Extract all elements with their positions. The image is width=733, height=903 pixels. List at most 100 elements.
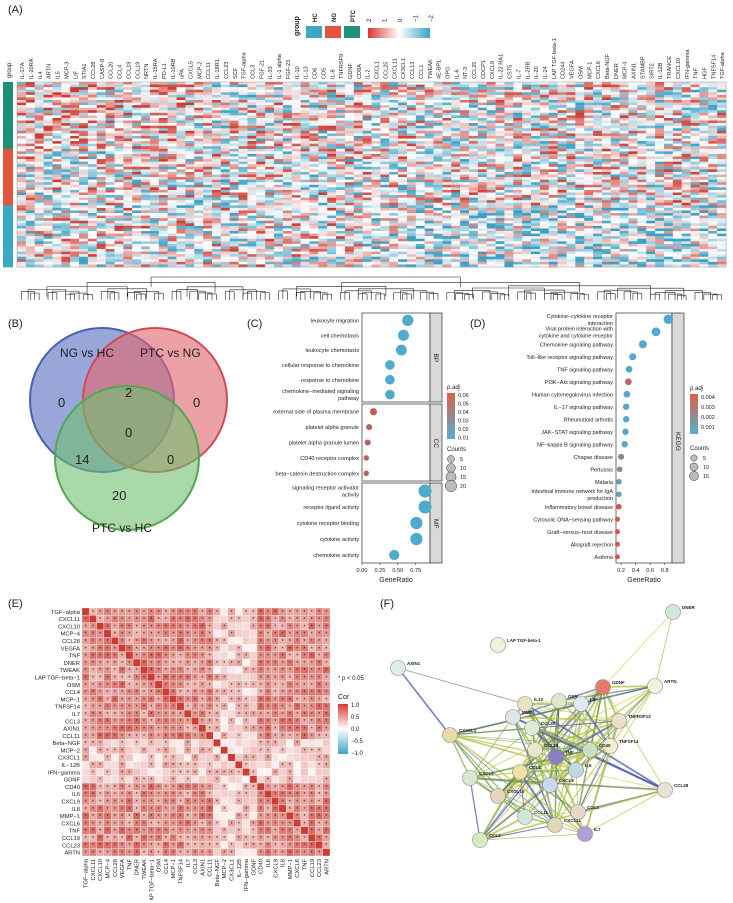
heatmap-cell — [681, 135, 691, 139]
heatmap-cell — [531, 218, 541, 222]
heatmap-cell — [309, 92, 319, 96]
heatmap-cell — [256, 107, 266, 111]
heatmap-cell — [398, 166, 408, 170]
heatmap-cell — [238, 133, 248, 137]
heatmap-cell — [43, 143, 53, 147]
heatmap-cell — [646, 164, 656, 168]
heatmap-cell — [25, 120, 36, 124]
heatmap-cell — [87, 97, 98, 101]
heatmap-cell — [406, 197, 417, 201]
heatmap-cell — [114, 171, 124, 175]
heatmap-cell — [575, 161, 585, 165]
heatmap-cell — [522, 169, 532, 173]
heatmap-cell — [229, 205, 239, 209]
heatmap-cell — [655, 215, 665, 219]
heatmap-cell — [167, 84, 177, 88]
heatmap-cell — [539, 120, 550, 124]
heatmap-cell — [34, 125, 44, 129]
heatmap-cell — [531, 179, 541, 183]
heatmap-cell — [70, 177, 80, 180]
heatmap-cell — [52, 125, 62, 129]
heatmap-cell — [344, 210, 355, 214]
heatmap-cell — [336, 82, 346, 85]
heatmap-cell — [424, 87, 434, 91]
heatmap-cell — [672, 166, 682, 170]
heatmap-cell — [238, 105, 248, 108]
heatmap-cell — [185, 128, 195, 132]
heatmap-cell — [610, 84, 620, 88]
heatmap-cell — [690, 202, 700, 206]
heatmap-cell — [433, 84, 443, 88]
heatmap-cell — [274, 94, 284, 98]
heatmap-cell — [79, 182, 89, 186]
heatmap-cell — [575, 141, 585, 144]
heatmap-cell — [300, 143, 310, 147]
heatmap-cell — [17, 169, 27, 173]
heatmap-cell — [655, 161, 665, 165]
heatmap-cell — [344, 123, 355, 126]
heatmap-cell — [557, 159, 567, 162]
heatmap-cell — [167, 120, 177, 124]
heatmap-cell — [548, 192, 558, 196]
heatmap-cell — [566, 231, 576, 234]
heatmap-cell — [176, 97, 186, 101]
heatmap-cell — [336, 233, 346, 237]
heatmap-cell — [327, 177, 337, 180]
heatmap-cell — [593, 231, 603, 234]
heatmap-cell — [389, 171, 399, 175]
heatmap-cell — [300, 166, 310, 170]
heatmap-cell — [531, 153, 541, 157]
heatmap-cell — [637, 125, 647, 129]
heatmap-cell — [238, 207, 248, 211]
heatmap-cell — [158, 228, 168, 232]
heatmap-cell — [265, 197, 275, 201]
heatmap-cell — [672, 110, 682, 114]
heatmap-cell — [717, 184, 727, 188]
heatmap-cell — [300, 192, 310, 196]
row-group-annotation — [3, 223, 13, 227]
heatmap-cell — [141, 94, 151, 98]
heatmap-cell — [220, 110, 230, 114]
heatmap-cell — [415, 87, 425, 91]
heatmap-cell — [663, 151, 674, 155]
heatmap-column-label: CCL25 — [383, 62, 389, 79]
heatmap-cell — [43, 197, 53, 201]
heatmap-cell — [194, 146, 204, 150]
heatmap-cell — [61, 143, 71, 147]
heatmap-cell — [291, 171, 301, 175]
heatmap-cell — [690, 125, 700, 129]
heatmap-cell — [194, 171, 204, 175]
heatmap-cell — [717, 215, 727, 219]
heatmap-cell — [531, 213, 541, 216]
heatmap-cell — [132, 143, 142, 147]
heatmap-cell — [451, 225, 461, 229]
heatmap-cell — [327, 151, 337, 155]
heatmap-cell — [362, 117, 372, 121]
heatmap-cell — [672, 153, 682, 157]
heatmap-cell — [504, 215, 514, 219]
heatmap-cell — [229, 187, 239, 191]
heatmap-cell — [238, 236, 248, 240]
heatmap-cell — [300, 231, 310, 234]
heatmap-cell — [371, 195, 381, 198]
heatmap-cell — [291, 143, 301, 147]
heatmap-cell — [389, 187, 399, 191]
heatmap-cell — [593, 189, 603, 193]
heatmap-cell — [601, 82, 612, 85]
heatmap-cell — [584, 97, 594, 101]
heatmap-cell — [708, 141, 718, 144]
heatmap-cell — [593, 197, 603, 201]
heatmap-cell — [318, 159, 328, 162]
heatmap-cell — [708, 174, 718, 178]
heatmap-cell — [238, 97, 248, 101]
heatmap-cell — [123, 130, 133, 134]
heatmap-cell — [123, 223, 133, 227]
heatmap-cell — [353, 146, 363, 150]
heatmap-cell — [25, 174, 36, 178]
heatmap-cell — [203, 82, 213, 85]
heatmap-cell — [389, 87, 399, 91]
heatmap-cell — [17, 107, 27, 111]
heatmap-cell — [167, 153, 177, 157]
heatmap-cell — [522, 187, 532, 191]
heatmap-cell — [274, 236, 284, 240]
